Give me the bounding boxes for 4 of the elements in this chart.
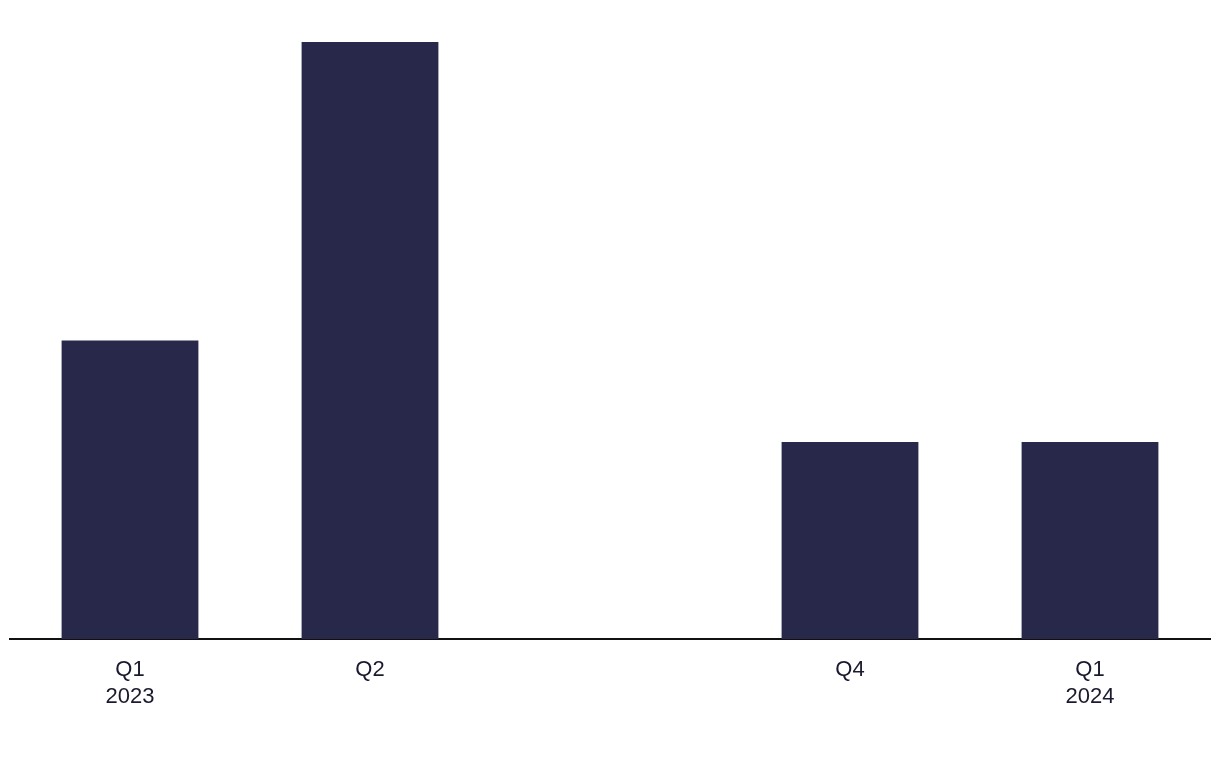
x-tick-label: Q1 2024 <box>1065 656 1115 708</box>
x-tick-label: Q4 <box>835 656 865 682</box>
x-tick-label: Q1 2023 <box>105 656 155 708</box>
x-tick-label: Q2 <box>355 656 385 682</box>
